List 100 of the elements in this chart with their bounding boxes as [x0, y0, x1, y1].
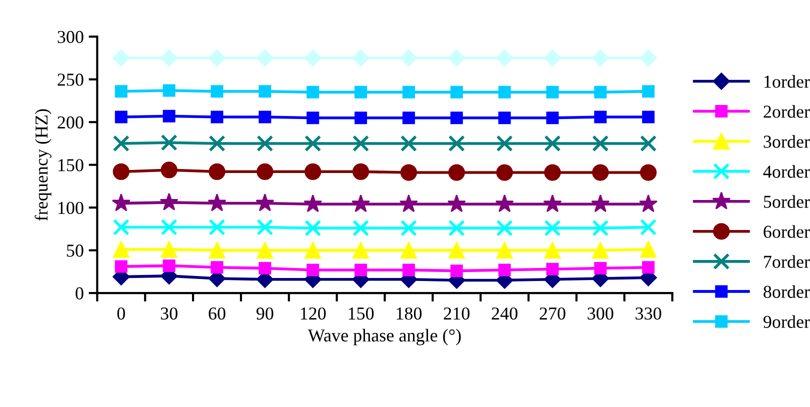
legend-label: 5order [764, 195, 810, 208]
point [544, 242, 561, 259]
point [498, 86, 511, 98]
point [112, 194, 130, 212]
point [496, 135, 513, 152]
point [400, 49, 418, 67]
point [304, 194, 322, 212]
point [448, 135, 465, 152]
point [210, 85, 224, 98]
y-tick-label: 50 [67, 244, 84, 257]
y-tick-label: 200 [58, 116, 84, 129]
point [642, 110, 655, 124]
point [114, 260, 128, 273]
point [160, 241, 178, 258]
point [256, 49, 274, 67]
legend-label: 8order [764, 285, 810, 298]
point [352, 194, 370, 212]
point [594, 262, 607, 275]
point [496, 242, 513, 259]
point [592, 135, 609, 152]
point [640, 49, 657, 67]
point [546, 86, 559, 98]
x-tick-label: 60 [208, 307, 226, 320]
point [160, 218, 178, 236]
point [354, 86, 368, 98]
point [450, 112, 463, 124]
point [498, 264, 511, 276]
point [208, 194, 226, 212]
legend-label: 6order [764, 225, 810, 238]
point [208, 135, 226, 152]
point [402, 264, 415, 276]
point [448, 164, 465, 181]
legend-label: 7order [764, 255, 810, 268]
point [160, 192, 178, 210]
point [402, 112, 415, 124]
point [112, 241, 130, 258]
point [162, 84, 176, 97]
point [642, 261, 655, 274]
legend-label: 4order [763, 165, 810, 178]
x-tick-label: 180 [396, 307, 422, 320]
point [258, 262, 272, 275]
x-tick-label: 90 [256, 307, 274, 320]
point [591, 194, 610, 212]
x-tick-label: 210 [444, 307, 470, 320]
point [162, 259, 176, 272]
point [258, 85, 272, 98]
point [304, 242, 322, 259]
x-tick-label: 120 [300, 307, 326, 320]
point [306, 112, 320, 124]
point [399, 194, 418, 212]
legend-label: 3order [764, 135, 810, 148]
point [208, 242, 226, 259]
point [256, 242, 274, 259]
point [160, 134, 178, 151]
point [210, 110, 224, 124]
point [448, 49, 466, 67]
point [402, 86, 415, 98]
point [450, 264, 463, 278]
point [640, 218, 657, 236]
point [112, 218, 130, 236]
point [354, 112, 368, 124]
point [114, 110, 128, 124]
x-tick-label: 240 [492, 307, 518, 320]
point [546, 262, 559, 276]
point [639, 194, 658, 212]
point [594, 110, 607, 124]
point [352, 242, 370, 259]
point [304, 135, 322, 152]
point [352, 163, 370, 180]
point [496, 49, 514, 67]
x-tick-label: 300 [588, 307, 614, 320]
point [208, 218, 226, 236]
point [304, 49, 322, 67]
x-tick-label: 270 [540, 307, 566, 320]
point [447, 194, 466, 212]
point [546, 112, 559, 124]
x-tick-label: 0 [117, 307, 125, 320]
x-tick-label: 30 [160, 307, 178, 320]
point [210, 261, 224, 274]
point [352, 135, 370, 152]
point [256, 163, 274, 180]
point [640, 241, 657, 258]
point [640, 164, 657, 181]
point [112, 49, 130, 67]
point [256, 194, 274, 212]
x-axis-title: Wave phase angle (°) [308, 328, 461, 346]
point [642, 85, 655, 98]
y-tick-label: 100 [58, 202, 84, 214]
point [640, 135, 657, 152]
y-tick-label: 300 [58, 30, 84, 44]
point [592, 242, 609, 259]
x-tick-label: 330 [636, 307, 662, 320]
y-axis-title: frequency (HZ) [34, 109, 52, 221]
point [160, 162, 178, 178]
point [400, 220, 418, 236]
point [354, 264, 368, 276]
point [304, 163, 322, 180]
point [594, 86, 607, 98]
point [400, 242, 418, 259]
point [544, 220, 561, 236]
